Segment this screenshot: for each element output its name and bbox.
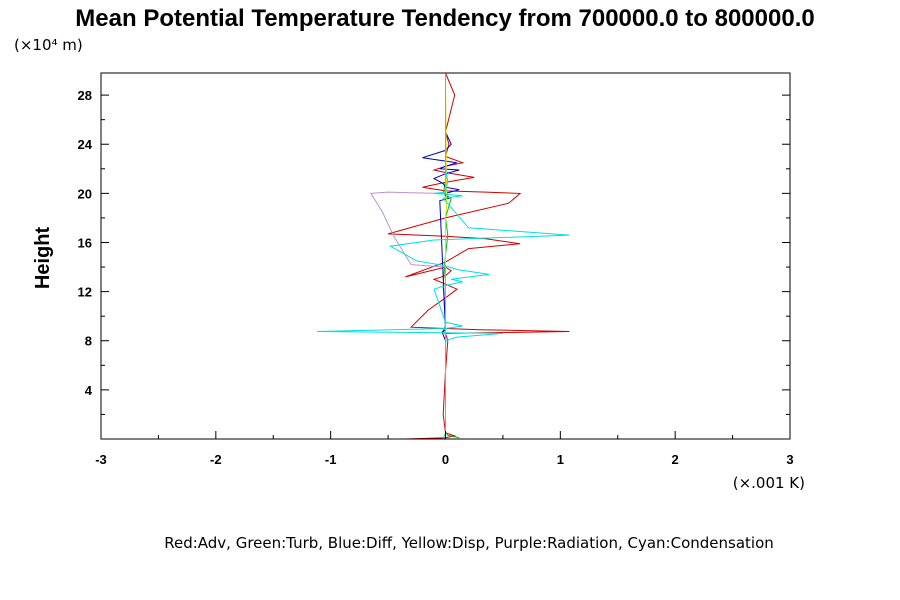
series-diff-line — [422, 73, 460, 439]
y-tick-label: 20 — [78, 186, 92, 201]
legend-text: Red:Adv, Green:Turb, Blue:Diff, Yellow:D… — [164, 534, 774, 552]
series-layer — [316, 72, 570, 440]
y-unit-label: (×10⁴ m) — [14, 36, 83, 54]
series-condensation-line — [316, 73, 570, 440]
y-tick-label: 28 — [78, 88, 92, 103]
series-radiation-line — [370, 73, 446, 439]
chart-title: Mean Potential Temperature Tendency from… — [75, 5, 814, 32]
x-tick-label: -2 — [210, 452, 222, 467]
x-tick-label: 3 — [786, 452, 793, 467]
y-tick-label: 12 — [78, 285, 92, 300]
y-axis-label: Height — [32, 227, 54, 290]
series-adv-line — [387, 72, 570, 440]
x-tick-label: -1 — [325, 452, 337, 467]
x-tick-label: 1 — [557, 452, 564, 467]
x-tick-label: -3 — [95, 452, 107, 467]
y-tick-label: 4 — [85, 383, 93, 398]
x-tick-label: 0 — [442, 452, 449, 467]
y-tick-label: 16 — [78, 235, 92, 250]
x-unit-label: (×.001 K) — [733, 474, 805, 492]
x-tick-label: 2 — [672, 452, 679, 467]
y-tick-label: 8 — [85, 334, 92, 349]
y-tick-label: 24 — [78, 137, 93, 152]
